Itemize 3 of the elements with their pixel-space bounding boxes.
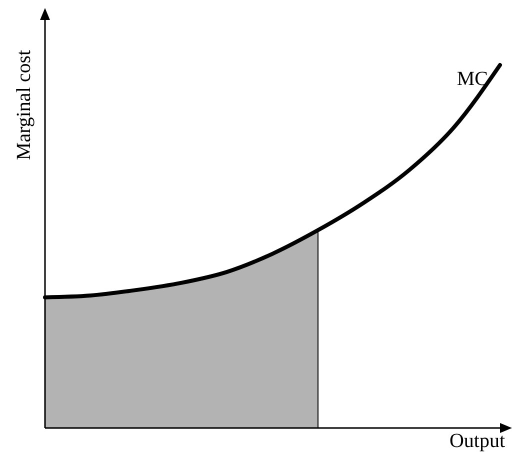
y-axis-title: Marginal cost (13, 49, 35, 160)
series-label: MC (456, 68, 488, 90)
x-axis-title: Output (449, 430, 506, 452)
